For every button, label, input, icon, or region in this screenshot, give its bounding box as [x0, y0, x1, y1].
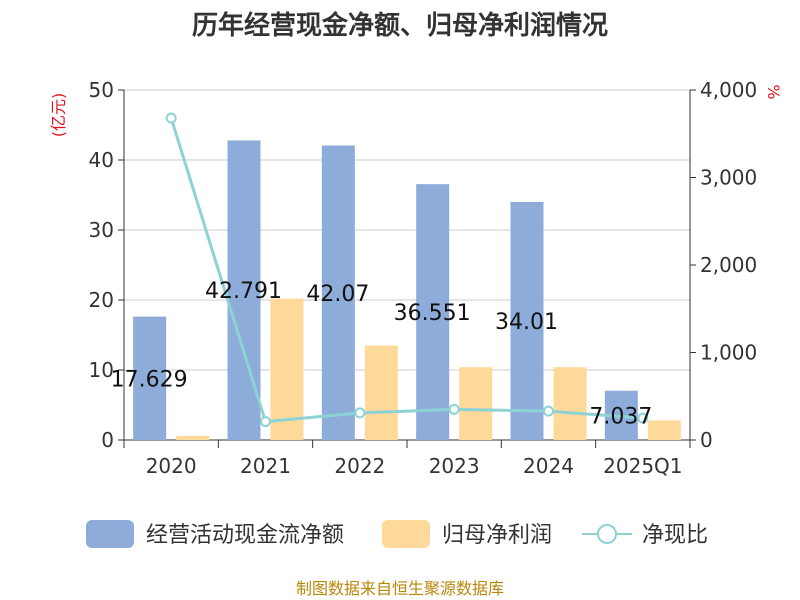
legend: 经营活动现金流净额 归母净利润 净现比	[86, 520, 708, 548]
cash-ratio-point	[354, 407, 366, 419]
cash-ratio-point	[260, 416, 271, 428]
chart-title: 历年经营现金净额、归母净利润情况	[192, 10, 608, 41]
right-axis-tick-label: 0	[700, 428, 713, 452]
data-label-operating-cash-flow: 42.791	[205, 279, 282, 304]
x-axis-tick-label: 2022	[334, 454, 385, 478]
data-label-operating-cash-flow: 42.07	[306, 282, 369, 307]
bar-operating-cash-flow	[133, 316, 167, 440]
right-axis-tick-label: 1,000	[700, 341, 757, 365]
left-axis-tick-label: 40	[89, 148, 114, 172]
x-axis-tick-label: 2023	[429, 454, 480, 478]
cash-ratio-point	[637, 412, 649, 424]
cash-ratio-point	[543, 405, 554, 417]
x-axis-tick-label: 2024	[523, 454, 574, 478]
legend-swatch-net-profit	[382, 520, 430, 548]
right-axis-unit: %	[764, 84, 783, 99]
right-axis-tick-label: 3,000	[700, 166, 757, 190]
x-axis-tick-label: 2021	[240, 454, 291, 478]
legend-label-cash-ratio: 净现比	[642, 523, 708, 548]
bar-operating-cash-flow	[510, 201, 544, 440]
bar-net-profit	[176, 435, 210, 440]
bar-net-profit	[459, 367, 493, 440]
x-axis-tick-label: 2020	[146, 454, 197, 478]
right-axis-tick-label: 2,000	[700, 253, 757, 277]
legend-swatch-operating-cash-flow	[86, 520, 134, 548]
bar-net-profit	[364, 345, 398, 440]
legend-label-operating-cash-flow: 经营活动现金流净额	[146, 523, 344, 548]
source-note: 制图数据来自恒生聚源数据库	[296, 579, 504, 598]
bar-operating-cash-flow	[416, 184, 450, 440]
left-axis-tick-label: 50	[89, 78, 114, 102]
bar-net-profit	[270, 298, 304, 440]
plot-area: 0 10 20 30 40 50 0 1,000 2,000 3,000 4,000 2020 2021…	[89, 78, 758, 478]
right-axis-tick-label: 4,000	[700, 78, 757, 102]
left-axis-tick-label: 0	[101, 428, 114, 452]
bar-operating-cash-flow	[321, 145, 355, 440]
bar-net-profit	[553, 367, 587, 440]
data-label-operating-cash-flow: 34.01	[495, 310, 558, 335]
data-label-operating-cash-flow: 17.629	[111, 367, 188, 392]
cash-ratio-point	[448, 403, 460, 415]
bar-net-profit	[647, 420, 681, 440]
left-axis-unit: (亿元)	[49, 93, 68, 138]
data-label-operating-cash-flow: 36.551	[394, 301, 471, 326]
left-axis-tick-label: 10	[89, 358, 114, 382]
x-axis-tick-label: 2025Q1	[603, 454, 682, 478]
left-axis-tick-label: 20	[89, 288, 114, 312]
left-axis-tick-label: 30	[89, 218, 114, 242]
legend-swatch-cash-ratio-marker	[597, 524, 617, 544]
legend-label-net-profit: 归母净利润	[442, 523, 552, 548]
cash-ratio-point	[165, 112, 177, 124]
cash-ratio-line	[169, 117, 643, 424]
data-label-operating-cash-flow: 7.037	[589, 404, 652, 429]
